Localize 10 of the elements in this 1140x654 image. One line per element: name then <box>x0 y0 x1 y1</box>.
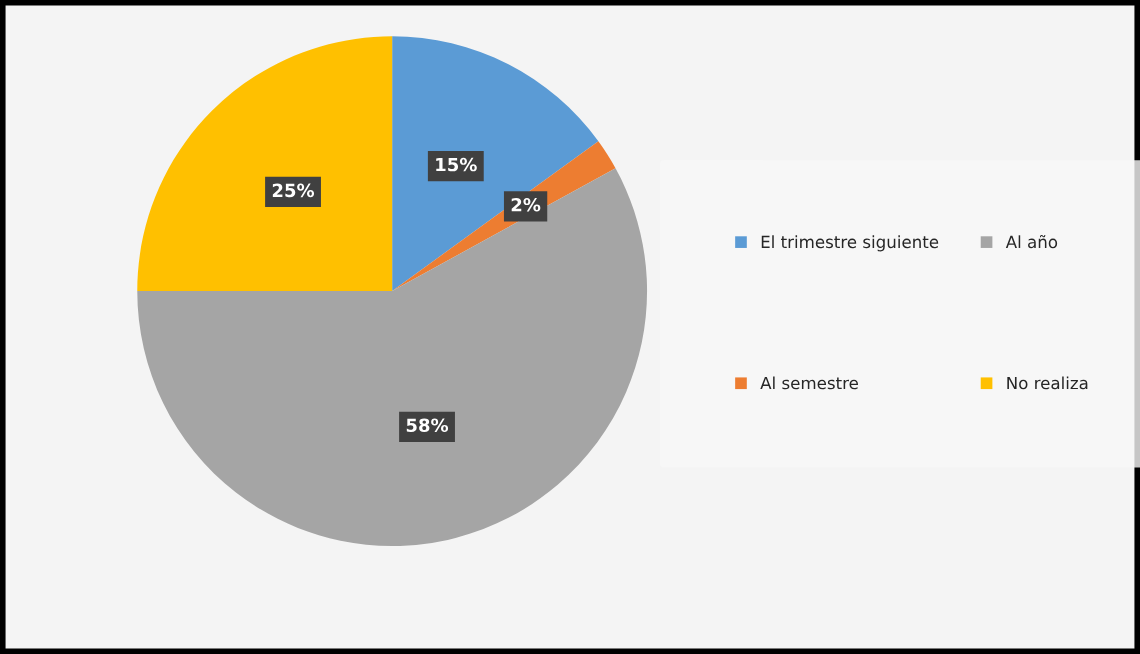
data-label: 25% <box>272 183 315 198</box>
data-label: 58% <box>406 418 449 433</box>
legend-label: Al año <box>1005 235 1058 249</box>
legend-label: Al semestre <box>760 376 858 390</box>
data-label: 2% <box>511 197 541 212</box>
legend-label: El trimestre siguiente <box>761 235 939 252</box>
data-label: 15% <box>436 157 477 172</box>
pie-slice <box>392 36 599 292</box>
legend-label: No realiza <box>1007 376 1088 390</box>
pie-slice <box>137 36 393 292</box>
